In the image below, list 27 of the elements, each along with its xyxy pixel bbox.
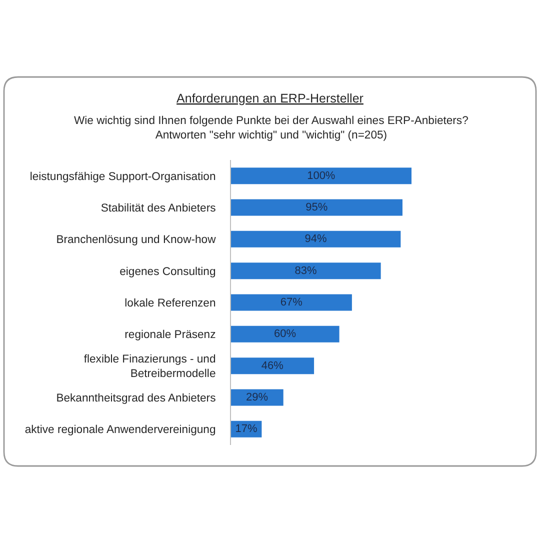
bar	[231, 168, 412, 184]
data-label: 67%	[280, 296, 303, 308]
data-label: 95%	[306, 202, 328, 214]
data-label: 100%	[307, 170, 336, 182]
y-tick-label: Branchenlösung und Know-how	[56, 234, 217, 246]
bar	[231, 358, 314, 374]
data-label: 83%	[294, 264, 318, 277]
data-label: 60%	[274, 328, 296, 340]
y-tick-label: Bekanntheitsgrad des Anbieters	[56, 392, 216, 404]
y-tick-label: aktive regionale Anwendervereinigung	[24, 424, 216, 436]
y-tick-label: flexible Finazierungs - und Betreibermodelle	[84, 353, 216, 380]
chart-subtitle: Wie wichtig sind Ihnen folgende Punkte bei der Auswahl eines ERP-Anbieters? Antworten "sehr wichtig" und "wichtig" (n=205)	[74, 115, 468, 142]
data-label: 17%	[235, 423, 258, 436]
y-tick-label: Stabilität des Anbieters	[100, 202, 216, 214]
bar	[231, 262, 381, 280]
bar	[231, 199, 402, 216]
data-label: 46%	[261, 360, 284, 372]
bar	[231, 326, 340, 342]
y-tick-label: eigenes Consulting	[120, 266, 216, 278]
y-tick-label: leistungsfähige Support-Organisation	[30, 170, 216, 183]
data-label: 94%	[304, 233, 327, 246]
bar	[231, 294, 352, 311]
bar	[231, 230, 401, 248]
y-tick-label: lokale Referenzen	[124, 297, 216, 310]
y-tick-label: regionale Präsenz	[124, 329, 216, 342]
chart-title: Anforderungen an ERP-Hersteller	[176, 91, 364, 106]
data-label: 29%	[246, 392, 268, 404]
